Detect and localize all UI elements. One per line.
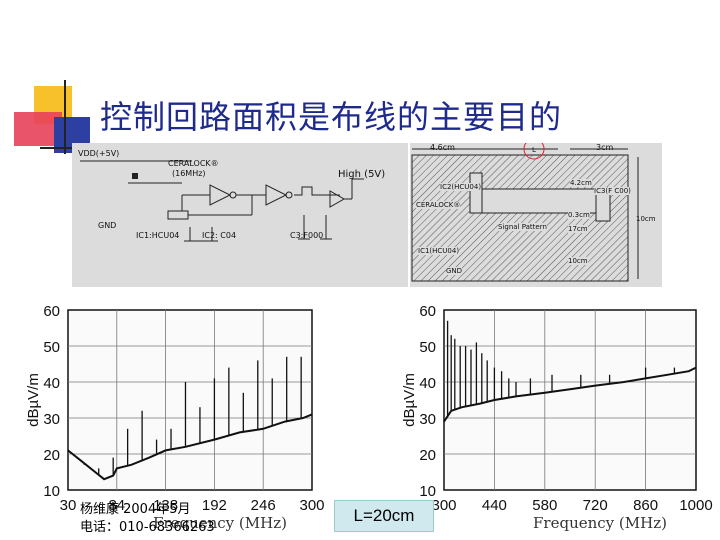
x-tick-label: 246 bbox=[251, 497, 276, 514]
y-tick-label: 20 bbox=[43, 447, 60, 464]
layout-panel: 4.6cm L 3cm IC2(HCU04) 4.2cm IC3(F C00) … bbox=[410, 143, 662, 287]
y-tick-label: 30 bbox=[43, 411, 60, 428]
x-tick-label: 860 bbox=[633, 497, 658, 514]
y-tick-label: 10 bbox=[419, 483, 436, 500]
schematic-drawing bbox=[80, 160, 364, 242]
layout-d2: 0.3cm bbox=[568, 211, 590, 219]
layout-osc-label: CERALOCK® bbox=[416, 201, 461, 209]
y-tick-label: 60 bbox=[43, 303, 60, 320]
slide-title: 控制回路面积是布线的主要目的 bbox=[100, 98, 563, 136]
plot-frame bbox=[443, 309, 697, 491]
inverter-ic2 bbox=[265, 184, 288, 206]
layout-d3: 17cm bbox=[568, 225, 588, 233]
resistor bbox=[167, 210, 189, 220]
buffer-ic3 bbox=[329, 190, 346, 208]
y-tick-label: 50 bbox=[419, 339, 436, 356]
schematic-ic1-label: IC1:HCU04 bbox=[136, 231, 180, 240]
footer-author: 杨维康 2004年5月 bbox=[80, 502, 191, 517]
x-tick-label: 720 bbox=[583, 497, 608, 514]
x-axis-label: Frequency (MHz) bbox=[533, 514, 667, 532]
schematic-osc-label: CERALOCK® bbox=[168, 159, 219, 168]
y-tick-label: 60 bbox=[419, 303, 436, 320]
x-tick-label: 30 bbox=[60, 497, 77, 514]
layout-drawing bbox=[411, 143, 639, 282]
y-axis-label: dBµV/m bbox=[25, 373, 42, 427]
layout-ic3-label: IC3(F C00) bbox=[594, 187, 631, 195]
signal-pattern bbox=[469, 188, 597, 214]
schematic-high-label: High (5V) bbox=[338, 169, 386, 180]
schematic-ic3-label: C3:F000 bbox=[290, 231, 324, 240]
schematic-gnd-label: GND bbox=[98, 221, 117, 230]
x-tick-label: 580 bbox=[532, 497, 557, 514]
y-tick-label: 40 bbox=[419, 375, 436, 392]
x-tick-label: 84 bbox=[108, 497, 125, 514]
schematic-osc-freq: (16MHz) bbox=[172, 169, 206, 178]
layout-d4: 10cm bbox=[636, 215, 656, 223]
x-tick-label: 300 bbox=[299, 497, 324, 514]
layout-dim-b: 3cm bbox=[596, 143, 614, 152]
plot-frame bbox=[67, 309, 313, 491]
layout-signal-label: Signal Pattern bbox=[498, 223, 547, 231]
emission-chart-high: 10 20 30 40 50 60 300 440 580 720 860 1000 dBµV/m Fre… bbox=[401, 303, 713, 532]
y-tick-label: 20 bbox=[419, 447, 436, 464]
emission-chart-low: 10 20 30 40 50 60 30 84 138 192 246 300 dBµV/m Freque… bbox=[25, 303, 325, 532]
footer-phone: 电话：010-68366263 bbox=[80, 520, 215, 535]
y-tick-label: 40 bbox=[43, 375, 60, 392]
clock-waveform bbox=[294, 186, 320, 196]
noise-floor-line bbox=[67, 413, 313, 481]
accent-vertical-line bbox=[64, 80, 66, 154]
layout-dim-a: 4.6cm bbox=[430, 143, 455, 152]
x-tick-label: 440 bbox=[482, 497, 507, 514]
schematic-panel: VDD(+5V) CERALOCK® (16MHz) High (5V) GND… bbox=[72, 143, 408, 287]
inverter-ic1 bbox=[209, 184, 232, 206]
x-tick-label: 1000 bbox=[679, 497, 712, 514]
y-axis-label: dBµV/m bbox=[401, 373, 418, 427]
accent-horizontal-line bbox=[40, 147, 100, 149]
length-caption: L=20cm bbox=[334, 500, 434, 532]
y-tick-label: 30 bbox=[419, 411, 436, 428]
ground-plane bbox=[411, 154, 629, 282]
layout-ic1-label: IC1(HCU04) bbox=[418, 247, 460, 255]
layout-dim-l: L bbox=[532, 146, 536, 154]
oscillator-symbol bbox=[132, 173, 138, 179]
x-tick-label: 138 bbox=[153, 497, 178, 514]
layout-ic2-label: IC2(HCU04) bbox=[440, 183, 482, 191]
noise-floor-line bbox=[443, 366, 697, 423]
layout-d1: 4.2cm bbox=[570, 179, 592, 187]
x-tick-label: 300 bbox=[431, 497, 456, 514]
layout-d5: 10cm bbox=[568, 257, 588, 265]
schematic-vdd-label: VDD(+5V) bbox=[78, 149, 120, 158]
y-tick-label: 50 bbox=[43, 339, 60, 356]
x-tick-label: 192 bbox=[202, 497, 227, 514]
layout-gnd-label: GND bbox=[446, 267, 463, 275]
schematic-ic2-label: IC2: C04 bbox=[202, 231, 237, 240]
y-tick-label: 10 bbox=[43, 483, 60, 500]
x-axis-label: Frequency (MHz) bbox=[153, 514, 287, 532]
length-marker-circle bbox=[523, 143, 545, 160]
